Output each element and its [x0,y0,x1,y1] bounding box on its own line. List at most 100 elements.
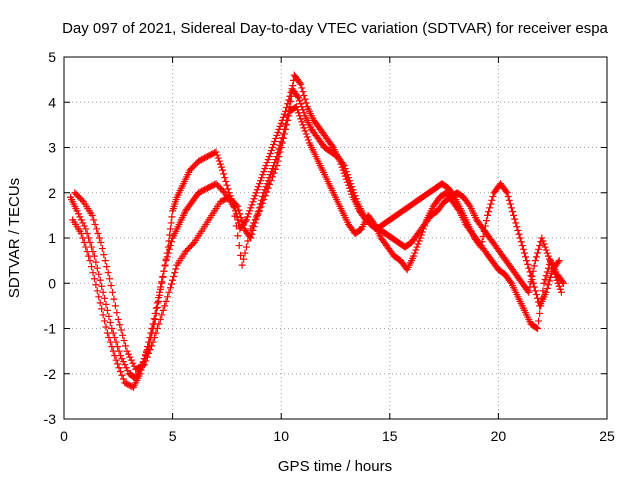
data-point [212,148,220,156]
data-point [529,267,537,275]
data-point [189,240,197,248]
data-point [342,175,350,183]
data-point [250,195,258,203]
data-point [146,346,154,354]
data-point [273,131,281,139]
data-point [410,252,418,260]
data-point [266,171,274,179]
data-point [103,263,111,271]
data-point [530,262,538,270]
data-point [543,268,551,276]
data-point [232,201,240,209]
data-point [302,130,310,138]
data-point [166,225,174,233]
data-point [172,265,180,273]
data-point [237,251,245,259]
chart-title: Day 097 of 2021, Sidereal Day-to-day VTE… [62,20,608,37]
data-point [95,234,103,242]
data-point [109,288,117,296]
data-point [296,112,304,120]
data-point [115,364,123,372]
data-point [341,172,349,180]
data-point [522,253,530,261]
data-point [154,294,162,302]
data-point [151,334,158,342]
data-point [280,125,288,133]
data-point [160,267,168,275]
data-point [285,107,293,115]
data-point [287,92,295,100]
data-point [104,269,112,277]
data-point [235,242,243,250]
data-point [126,353,134,361]
data-point [253,186,261,194]
data-point [558,278,566,286]
data-point [111,302,119,310]
data-point [264,177,272,185]
data-point [234,232,242,240]
data-point [168,280,176,288]
data-point [99,311,107,319]
data-point [411,249,419,257]
data-point [298,84,306,92]
data-point [257,200,265,208]
data-point [526,283,534,291]
data-point [234,202,242,210]
data-point [82,243,90,251]
data-point [98,245,106,253]
data-point [101,317,109,325]
data-point [482,217,490,225]
data-point [169,276,177,284]
data-point [542,272,550,280]
data-point [73,207,81,215]
data-point [532,291,540,299]
data-point [93,225,101,233]
data-point [300,91,308,99]
data-point [231,212,239,220]
data-point [142,357,150,365]
data-point [261,165,269,173]
data-point [98,282,106,290]
data-point [250,223,258,231]
data-point [245,210,253,218]
x-tick-label: 10 [273,428,289,444]
data-point [510,211,518,219]
data-point [244,213,252,221]
data-point [164,293,172,301]
data-point [526,268,534,276]
data-point [284,112,292,120]
data-point [531,287,539,295]
data-point [249,198,257,206]
data-point [533,325,541,332]
data-point [85,252,93,260]
data-point [297,80,305,88]
data-point [260,189,268,197]
data-point [145,349,153,357]
data-point [553,276,561,284]
data-point [239,221,247,229]
data-point [91,220,99,228]
data-point [219,166,227,174]
data-point [524,260,532,268]
data-point [340,169,348,177]
data-point [299,88,307,96]
data-point [251,192,259,200]
data-point [277,137,285,145]
data-point [348,190,356,198]
data-point [106,318,114,326]
data-point [106,338,114,346]
data-point [301,95,309,103]
data-point [166,284,174,292]
data-point [80,239,88,247]
data-point [118,371,126,379]
data-point [300,124,308,132]
x-tick-label: 0 [60,428,68,444]
data-point [121,361,129,369]
data-point [287,97,295,105]
data-point [114,315,122,323]
data-point [289,82,297,90]
data-point [551,270,559,278]
data-point [258,196,266,204]
data-point [259,171,267,179]
